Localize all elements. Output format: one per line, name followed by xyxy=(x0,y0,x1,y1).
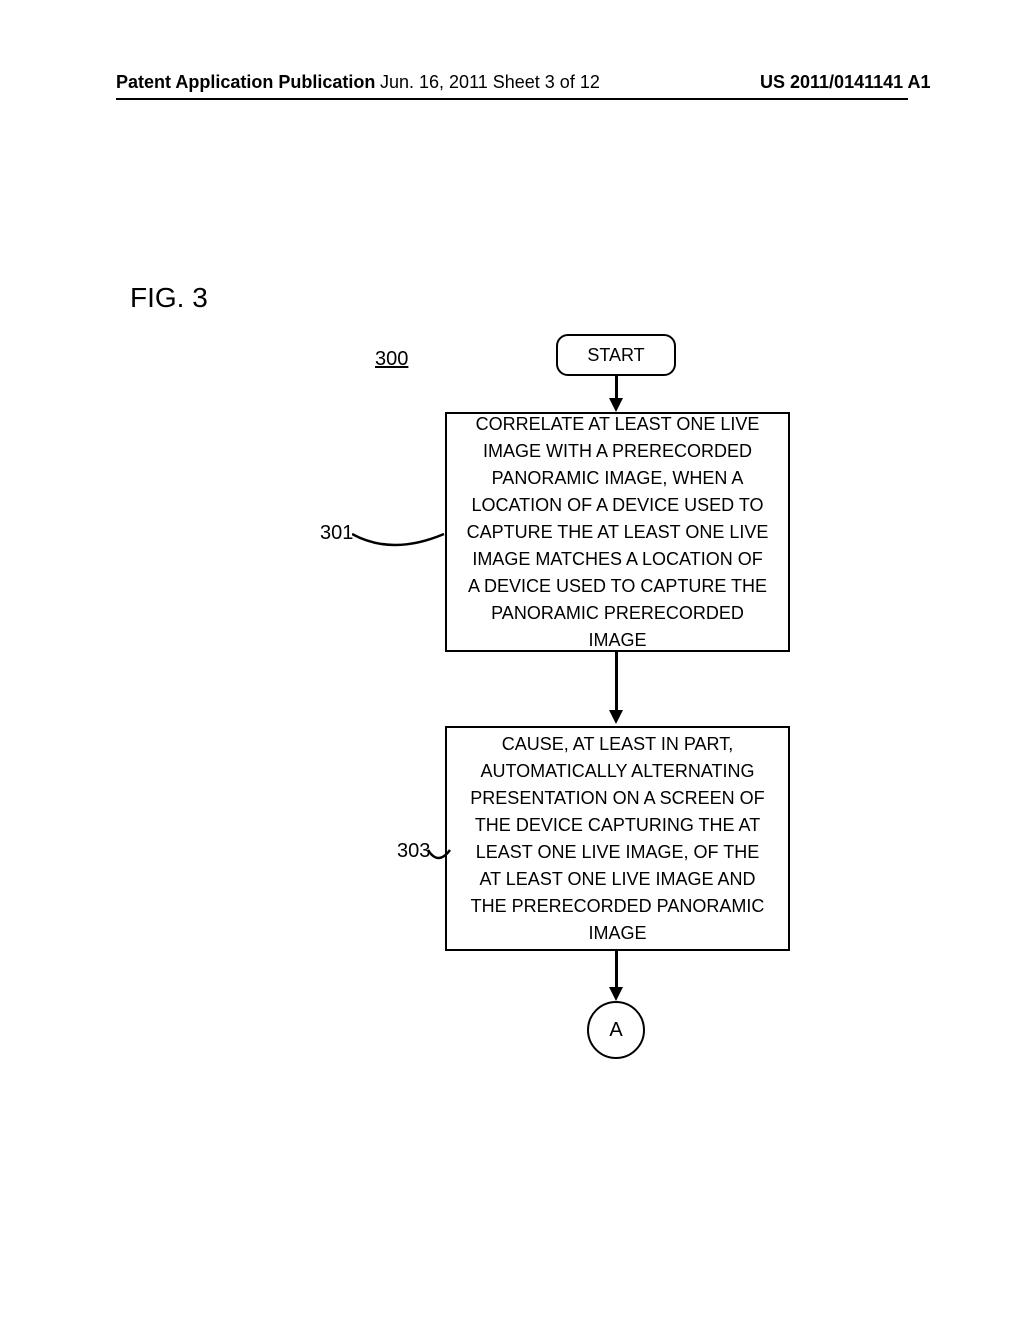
header-rule xyxy=(116,98,908,100)
step-301-box: CORRELATE AT LEAST ONE LIVE IMAGE WITH A… xyxy=(445,412,790,652)
arrow-start-to-step1-line xyxy=(615,376,618,400)
header-right: US 2011/0141141 A1 xyxy=(760,72,930,93)
start-label: START xyxy=(587,345,644,366)
ref-300: 300 xyxy=(375,348,408,371)
arrow-step2-to-connector-head-icon xyxy=(609,987,623,1001)
arrow-step1-to-step2-head-icon xyxy=(609,710,623,724)
ref-301: 301 xyxy=(320,522,353,545)
callout-tail-301 xyxy=(352,528,452,558)
start-terminator: START xyxy=(556,334,676,376)
ref-303: 303 xyxy=(397,840,430,863)
offpage-connector-a: A xyxy=(587,1001,645,1059)
arrow-step1-to-step2-line xyxy=(615,652,618,710)
step-301-text: CORRELATE AT LEAST ONE LIVE IMAGE WITH A… xyxy=(465,411,770,654)
header-left: Patent Application Publication xyxy=(116,72,375,93)
offpage-connector-label: A xyxy=(609,1019,622,1042)
page: Patent Application Publication Jun. 16, … xyxy=(0,0,1024,1320)
step-303-box: CAUSE, AT LEAST IN PART, AUTOMATICALLY A… xyxy=(445,726,790,951)
figure-label: FIG. 3 xyxy=(130,282,208,314)
arrow-step2-to-connector-line xyxy=(615,951,618,989)
step-303-text: CAUSE, AT LEAST IN PART, AUTOMATICALLY A… xyxy=(465,731,770,947)
header-middle: Jun. 16, 2011 Sheet 3 of 12 xyxy=(380,72,600,93)
